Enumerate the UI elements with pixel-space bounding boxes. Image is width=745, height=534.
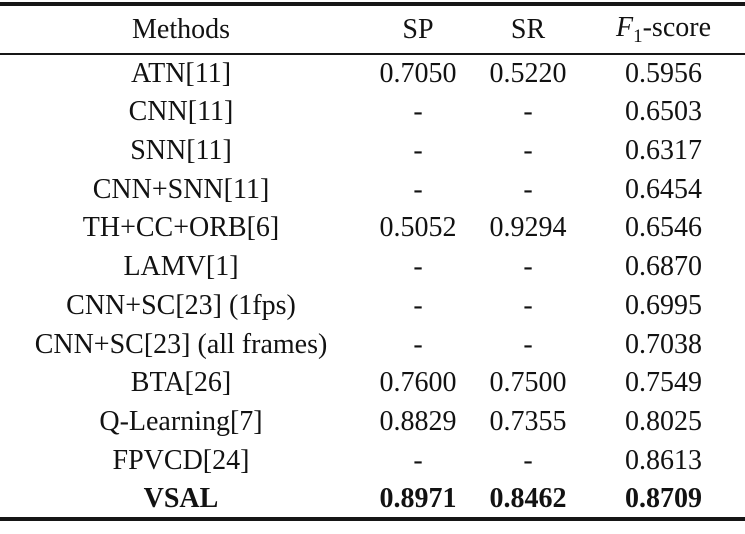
sr-cell: - bbox=[523, 251, 533, 283]
f1-cell: 0.6870 bbox=[625, 251, 702, 283]
method-cell: LAMV[1] bbox=[123, 251, 239, 283]
column-header-methods: Methods bbox=[132, 13, 230, 45]
f1-cell: 0.7549 bbox=[625, 367, 702, 399]
f1-cell: 0.6503 bbox=[625, 96, 702, 128]
method-cell: ATN[11] bbox=[130, 57, 232, 89]
f1-subscript: 1 bbox=[633, 25, 643, 47]
f1-cell: 0.7038 bbox=[625, 328, 702, 360]
f1-cell: 0.5956 bbox=[625, 57, 702, 89]
sp-cell: - bbox=[413, 444, 423, 476]
sr-cell: - bbox=[523, 328, 533, 360]
sp-cell: - bbox=[413, 289, 423, 321]
table-row: TH+CC+ORB[6] 0.5052 0.9294 0.6546 bbox=[0, 209, 745, 248]
sr-cell: - bbox=[523, 444, 533, 476]
sr-cell: 0.5220 bbox=[489, 57, 567, 89]
method-cell: SNN[11] bbox=[130, 134, 232, 166]
sp-cell: - bbox=[413, 96, 423, 128]
sr-cell: - bbox=[523, 173, 533, 205]
table-row: CNN[11] - - 0.6503 bbox=[0, 93, 745, 132]
f1-cell: 0.8613 bbox=[625, 444, 702, 476]
sr-cell: 0.7355 bbox=[489, 406, 567, 438]
table-row: SNN[11] - - 0.6317 bbox=[0, 132, 745, 171]
sr-cell: 0.7500 bbox=[489, 367, 567, 399]
sp-cell: 0.7050 bbox=[379, 57, 457, 89]
method-cell: FPVCD[24] bbox=[112, 444, 250, 476]
table-row: ATN[11] 0.7050 0.5220 0.5956 bbox=[0, 54, 745, 93]
f1-cell: 0.8025 bbox=[625, 406, 702, 438]
table-row: BTA[26] 0.7600 0.7500 0.7549 bbox=[0, 364, 745, 403]
sp-cell: - bbox=[413, 328, 423, 360]
sp-cell: 0.8971 bbox=[379, 482, 457, 514]
table-header-row: Methods SP SR F1-score bbox=[0, 4, 745, 54]
f1-suffix: -score bbox=[642, 11, 711, 43]
table-row: CNN+SC[23] (1fps) - - 0.6995 bbox=[0, 287, 745, 326]
method-cell: Q-Learning[7] bbox=[99, 406, 263, 438]
table-row: Q-Learning[7] 0.8829 0.7355 0.8025 bbox=[0, 403, 745, 442]
f1-cell: 0.6546 bbox=[625, 212, 702, 244]
column-header-sr: SR bbox=[510, 13, 546, 45]
sr-cell: - bbox=[523, 134, 533, 166]
f1-cell: 0.6454 bbox=[625, 173, 702, 205]
sr-cell: 0.8462 bbox=[489, 482, 567, 514]
method-cell: CNN+SC[23] (1fps) bbox=[66, 289, 296, 321]
method-cell: TH+CC+ORB[6] bbox=[82, 212, 280, 244]
table-row: FPVCD[24] - - 0.8613 bbox=[0, 442, 745, 481]
f1-cell: 0.6995 bbox=[625, 289, 702, 321]
table-row: CNN+SNN[11] - - 0.6454 bbox=[0, 170, 745, 209]
table-row: CNN+SC[23] (all frames) - - 0.7038 bbox=[0, 325, 745, 364]
table-row: LAMV[1] - - 0.6870 bbox=[0, 248, 745, 287]
sp-cell: 0.7600 bbox=[379, 367, 457, 399]
sp-cell: 0.8829 bbox=[379, 406, 457, 438]
results-table: Methods SP SR F1-score ATN[11] 0.7050 0.… bbox=[0, 2, 745, 521]
sp-cell: - bbox=[413, 134, 423, 166]
method-cell: CNN[11] bbox=[128, 96, 234, 128]
method-cell: BTA[26] bbox=[130, 367, 232, 399]
f1-cell: 0.8709 bbox=[625, 482, 702, 514]
method-cell: CNN+SC[23] (all frames) bbox=[34, 328, 328, 360]
sr-cell: 0.9294 bbox=[489, 212, 567, 244]
sp-cell: - bbox=[413, 251, 423, 283]
method-cell: VSAL bbox=[143, 482, 219, 514]
column-header-f1-score: F1-score bbox=[582, 4, 745, 54]
f1-letter: F bbox=[615, 11, 634, 43]
f1-cell: 0.6317 bbox=[625, 134, 702, 166]
column-header-sp: SP bbox=[402, 13, 434, 45]
sr-cell: - bbox=[523, 289, 533, 321]
method-cell: CNN+SNN[11] bbox=[92, 173, 270, 205]
sp-cell: - bbox=[413, 173, 423, 205]
sr-cell: - bbox=[523, 96, 533, 128]
sp-cell: 0.5052 bbox=[379, 212, 457, 244]
table-row-vsal: VSAL 0.8971 0.8462 0.8709 bbox=[0, 480, 745, 519]
